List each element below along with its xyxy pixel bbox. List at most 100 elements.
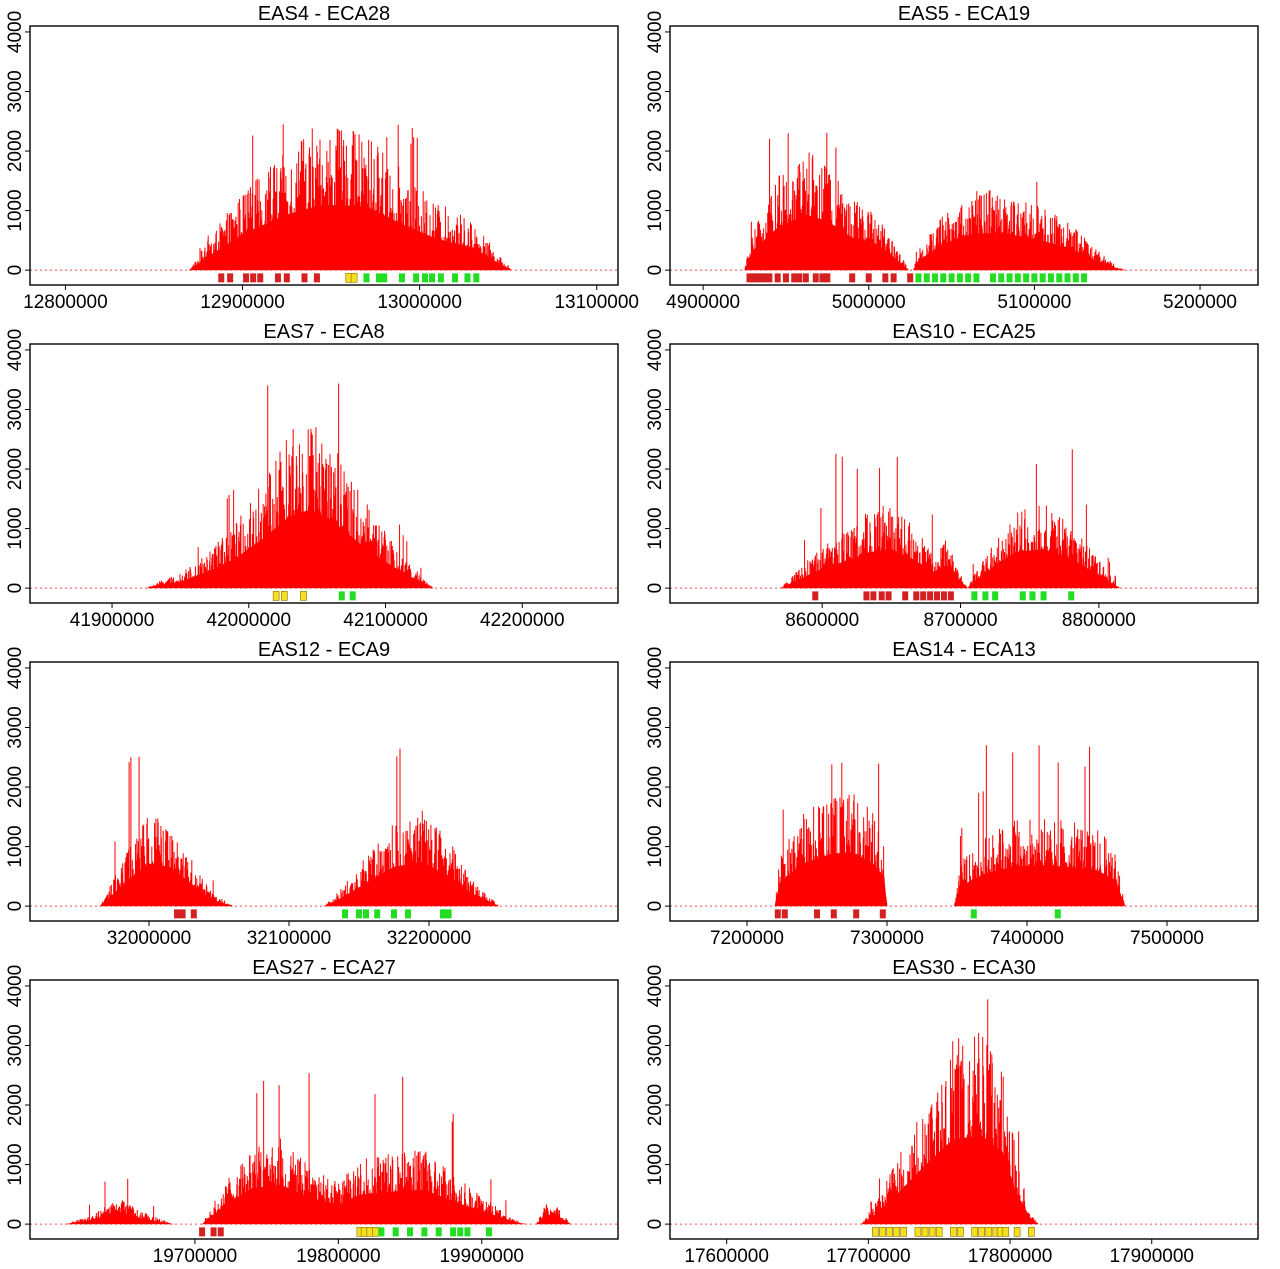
plot-frame [29, 25, 619, 286]
marker-green [1054, 909, 1061, 919]
chart-title: EAS27 - ECA27 [252, 957, 395, 979]
x-tick-label: 17900000 [1109, 1246, 1194, 1267]
y-tick-label: 4000 [5, 647, 26, 689]
marker-green [1068, 591, 1075, 601]
marker-green [1081, 273, 1088, 283]
x-tick-label: 42100000 [343, 610, 428, 631]
plot-area [30, 1073, 618, 1225]
marker-yellow [272, 591, 280, 601]
marker-yellow [281, 591, 288, 601]
chart-title: EAS30 - ECA30 [892, 957, 1035, 979]
coverage-area [775, 852, 1125, 907]
marker-green [378, 1227, 385, 1237]
marker-red [190, 909, 197, 919]
x-tick-label: 7400000 [990, 928, 1064, 949]
x-tick-label: 8800000 [1062, 610, 1136, 631]
y-tick-label: 0 [645, 583, 666, 594]
marker-yellow [957, 1227, 964, 1237]
y-tick-label: 0 [5, 265, 26, 276]
y-tick-label: 1000 [645, 1143, 666, 1185]
y-tick-label: 4000 [645, 11, 666, 53]
plot-frame [29, 979, 619, 1240]
marker-yellow [350, 273, 358, 283]
x-tick-label: 17600000 [684, 1246, 769, 1267]
marker-green [1040, 591, 1047, 601]
marker-green [363, 909, 369, 919]
x-tick-label: 19800000 [296, 1246, 381, 1267]
marker-green [375, 273, 382, 283]
marker-green [989, 273, 996, 283]
y-tick-label: 1000 [5, 1143, 26, 1185]
marker-red [907, 273, 914, 283]
x-tick-label: 4900000 [666, 292, 740, 313]
marker-green [1014, 273, 1021, 283]
marker-green [356, 909, 362, 919]
y-tick-label: 4000 [5, 329, 26, 371]
marker-green [342, 909, 348, 919]
marker-red [250, 273, 257, 283]
chart-panel-eas27: EAS27 - ECA27 0 1000 2000 3000 4000 19700000 19… [5, 957, 619, 1267]
plot-area [670, 999, 1258, 1225]
x-tick-label: 5100000 [997, 292, 1071, 313]
plot-frame [669, 979, 1259, 1240]
y-tick-label: 0 [5, 1219, 26, 1230]
marker-green [948, 273, 955, 283]
marker-red [796, 273, 803, 283]
marker-yellow [996, 1227, 1004, 1237]
marker-red [174, 909, 180, 919]
marker-red [301, 273, 308, 283]
marker-green [965, 273, 972, 283]
plot-area [670, 745, 1258, 907]
marker-yellow [360, 1227, 368, 1237]
marker-green [1072, 273, 1079, 283]
plot-area [30, 383, 618, 589]
chart-panel-eas5: EAS5 - ECA19 0 1000 2000 3000 4000 4900000 5000… [645, 3, 1259, 313]
marker-red [210, 1227, 217, 1237]
marker-green [464, 1227, 471, 1237]
marker-green [392, 1227, 399, 1237]
x-tick-label: 32100000 [247, 928, 332, 949]
marker-red [885, 591, 892, 601]
marker-yellow [978, 1227, 986, 1237]
x-tick-label: 7500000 [1130, 928, 1204, 949]
marker-yellow [872, 1227, 879, 1237]
marker-red [782, 273, 789, 283]
x-tick-label: 8600000 [785, 610, 859, 631]
x-tick-label: 8700000 [924, 610, 998, 631]
plot-frame [29, 343, 619, 604]
y-tick-label: 2000 [645, 766, 666, 808]
marker-yellow [366, 1227, 374, 1237]
marker-green [473, 273, 480, 283]
marker-yellow [300, 591, 307, 601]
marker-red [812, 591, 819, 601]
marker-red [814, 909, 820, 919]
marker-red [774, 909, 781, 919]
marker-red [751, 273, 758, 283]
y-tick-label: 1000 [5, 825, 26, 867]
y-tick-label: 2000 [5, 766, 26, 808]
coverage-area [189, 204, 512, 271]
coverage-area [146, 509, 434, 589]
y-tick-label: 3000 [645, 706, 666, 748]
marker-green [1039, 273, 1046, 283]
marker-green [421, 1227, 428, 1237]
y-tick-label: 1000 [5, 189, 26, 231]
marker-green [1023, 273, 1030, 283]
x-tick-label: 7300000 [850, 928, 924, 949]
marker-red [781, 909, 788, 919]
marker-red [879, 909, 886, 919]
marker-green [435, 1227, 442, 1237]
y-tick-label: 3000 [645, 388, 666, 430]
x-tick-label: 32200000 [387, 928, 472, 949]
x-tick-label: 17700000 [826, 1246, 911, 1267]
coverage-area [861, 1135, 1039, 1225]
marker-green [982, 591, 989, 601]
marker-red [934, 591, 941, 601]
chart-panel-eas12: EAS12 - ECA9 0 1000 2000 3000 4000 32000000 321… [5, 639, 619, 949]
marker-red [243, 273, 250, 283]
marker-green [440, 909, 446, 919]
y-tick-label: 3000 [5, 1024, 26, 1066]
chart-panel-eas30: EAS30 - ECA30 0 1000 2000 3000 4000 17600000 17… [645, 957, 1259, 1267]
y-tick-label: 4000 [645, 647, 666, 689]
marker-green [391, 909, 397, 919]
